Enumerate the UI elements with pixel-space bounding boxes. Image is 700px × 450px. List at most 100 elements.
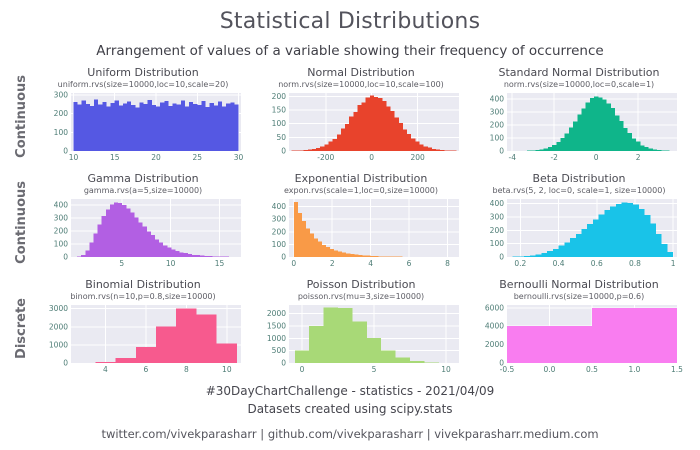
svg-text:200: 200 (490, 121, 505, 130)
svg-text:0: 0 (281, 147, 286, 156)
svg-text:0: 0 (281, 359, 286, 368)
subplot-poisson: Poisson Distribution poisson.rvs(mu=3,si… (252, 275, 470, 381)
svg-text:100: 100 (54, 239, 69, 248)
page-title: Statistical Distributions (219, 9, 481, 34)
histogram-bernoulli: -0.5 0.0 0.5 1.0 1.5 0 2000 4000 6000 (485, 303, 683, 374)
svg-text:300: 300 (54, 90, 69, 99)
row-label-continuous-1: Continuous (13, 74, 29, 158)
svg-text:5: 5 (372, 365, 377, 374)
footer-social-line: twitter.com/vivekparasharr | github.com/… (101, 427, 599, 441)
svg-text:200: 200 (54, 226, 69, 235)
svg-text:100: 100 (490, 239, 505, 248)
svg-text:10: 10 (441, 365, 451, 374)
svg-text:400: 400 (54, 200, 69, 209)
svg-text:0: 0 (281, 253, 286, 262)
svg-text:1500: 1500 (267, 321, 286, 330)
svg-text:8: 8 (184, 365, 189, 374)
svg-text:15: 15 (215, 259, 225, 268)
svg-text:0.8: 0.8 (629, 259, 641, 268)
svg-text:0: 0 (300, 365, 305, 374)
svg-text:4: 4 (368, 259, 373, 268)
plot-code: bernoulli.rvs(size=10000,p=0.6) (513, 292, 645, 301)
subplot-normal: Normal Distribution norm.rvs(size=10000,… (252, 63, 470, 169)
svg-text:1.0: 1.0 (629, 365, 641, 374)
svg-text:2: 2 (636, 153, 641, 162)
svg-text:400: 400 (490, 95, 505, 104)
svg-text:100: 100 (54, 128, 69, 137)
svg-text:1000: 1000 (267, 334, 286, 343)
histogram-standard-normal: -4 -2 0 2 0 100 200 300 400 (490, 93, 677, 162)
svg-text:1.5: 1.5 (671, 365, 683, 374)
svg-text:-2: -2 (550, 153, 558, 162)
svg-text:10: 10 (166, 259, 176, 268)
plot-title: Standard Normal Distribution (498, 66, 660, 79)
svg-text:5: 5 (119, 259, 124, 268)
histogram-poisson: 0 5 10 0 500 1000 1500 2000 (267, 305, 459, 374)
plot-title: Normal Distribution (307, 66, 415, 79)
svg-text:300: 300 (490, 213, 505, 222)
svg-text:10: 10 (222, 365, 232, 374)
plot-title: Poisson Distribution (306, 278, 416, 291)
figure-footer: #30DayChartChallenge - statistics - 2021… (0, 384, 700, 441)
plot-title: Bernoulli Normal Distribution (499, 278, 659, 291)
histogram-beta: 0.2 0.4 0.6 0.8 1 0 100 200 300 400 (490, 199, 677, 268)
svg-text:6: 6 (143, 365, 148, 374)
plot-code: binom.rvs(n=10,p=0.8,size=10000) (70, 292, 216, 301)
svg-text:15: 15 (110, 153, 120, 162)
svg-text:0.0: 0.0 (544, 365, 556, 374)
svg-text:8: 8 (445, 259, 450, 268)
row-label-continuous-2: Continuous (13, 180, 29, 264)
svg-text:0: 0 (63, 359, 68, 368)
svg-text:0.4: 0.4 (553, 259, 565, 268)
svg-text:300: 300 (54, 213, 69, 222)
svg-text:0: 0 (499, 147, 504, 156)
subplot-beta: Beta Distribution beta.rvs(5, 2, loc=0, … (470, 169, 688, 275)
svg-text:300: 300 (272, 215, 287, 224)
svg-text:200: 200 (272, 92, 287, 101)
svg-text:10: 10 (69, 153, 79, 162)
plot-title: Uniform Distribution (87, 66, 199, 79)
svg-text:50: 50 (276, 133, 286, 142)
svg-text:0: 0 (63, 147, 68, 156)
svg-text:0: 0 (499, 359, 504, 368)
svg-text:500: 500 (272, 346, 287, 355)
svg-text:0.5: 0.5 (586, 365, 598, 374)
histogram-normal: -200 0 200 0 50 100 150 200 (272, 92, 459, 162)
svg-text:200: 200 (490, 226, 505, 235)
histogram-binomial: 4 6 8 10 0 1000 2000 3000 (49, 304, 241, 374)
row-label-discrete: Discrete (13, 297, 29, 359)
plot-title: Beta Distribution (532, 172, 626, 185)
svg-text:4: 4 (103, 365, 108, 374)
svg-text:0: 0 (63, 253, 68, 262)
plot-code: gamma.rvs(a=5,size=10000) (83, 186, 203, 195)
plot-title: Gamma Distribution (87, 172, 199, 185)
subplot-bernoulli: Bernoulli Normal Distribution bernoulli.… (470, 275, 688, 381)
svg-text:400: 400 (490, 199, 505, 208)
svg-text:2000: 2000 (267, 309, 286, 318)
svg-text:0: 0 (291, 259, 296, 268)
plot-code: poisson.rvs(mu=3,size=10000) (297, 292, 425, 301)
svg-text:150: 150 (272, 105, 287, 114)
svg-text:0.6: 0.6 (591, 259, 603, 268)
plot-code: uniform.rvs(size=10000,loc=10,scale=20) (57, 80, 229, 89)
figure-header: Statistical Distributions Arrangement of… (0, 0, 700, 59)
svg-text:20: 20 (151, 153, 161, 162)
subplot-gamma: Gamma Distribution gamma.rvs(a=5,size=10… (34, 169, 252, 275)
svg-text:0: 0 (499, 253, 504, 262)
histogram-gamma: 5 10 15 0 100 200 300 400 (54, 199, 241, 268)
svg-text:6000: 6000 (485, 303, 504, 312)
svg-text:2000: 2000 (485, 340, 504, 349)
svg-text:200: 200 (410, 153, 425, 162)
svg-text:1: 1 (671, 259, 676, 268)
svg-text:300: 300 (490, 108, 505, 117)
svg-text:0.2: 0.2 (514, 259, 526, 268)
plot-code: norm.rvs(size=10000,loc=0,scale=1) (503, 80, 655, 89)
plot-title: Binomial Distribution (85, 278, 201, 291)
footer-challenge-line: #30DayChartChallenge - statistics - 2021… (205, 384, 495, 398)
histogram-exponential: 0 2 4 6 8 0 100 200 300 400 (272, 199, 459, 268)
svg-text:-200: -200 (317, 153, 334, 162)
svg-text:-4: -4 (509, 153, 517, 162)
plot-title: Exponential Distribution (294, 172, 428, 185)
